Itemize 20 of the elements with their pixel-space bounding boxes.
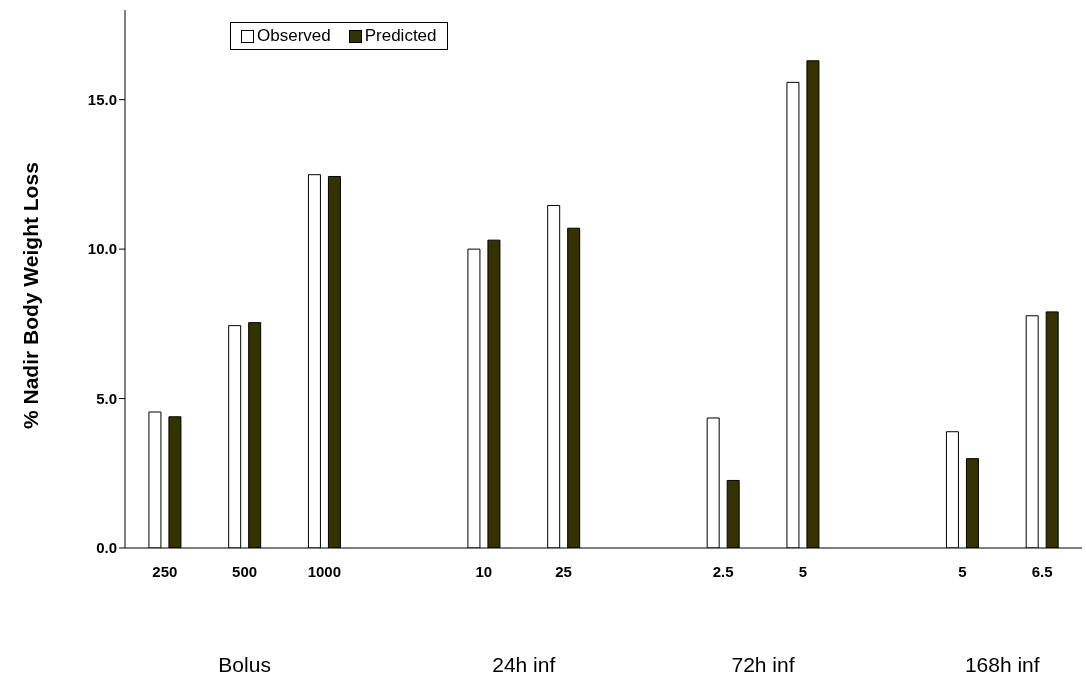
x-tick-label: 5	[958, 562, 967, 580]
x-tick-label: 2.5	[712, 562, 734, 580]
legend-label: Predicted	[363, 26, 437, 46]
y-tick-label: 15.0	[87, 90, 117, 108]
x-tick-label: 250	[152, 562, 178, 580]
y-tick-label: 10.0	[87, 240, 117, 258]
x-tick-label: 25	[555, 562, 572, 580]
y-tick-label: 5.0	[96, 389, 117, 407]
x-tick-label: 5	[798, 562, 808, 580]
text: Bolus	[217, 653, 272, 677]
y-axis-title: % Nadir Body Weight Loss	[19, 162, 43, 429]
x-tick-label: 10	[475, 562, 493, 580]
x-tick-label: 6.5	[1031, 562, 1053, 580]
y-tick-label: 0.0	[96, 539, 117, 557]
x-tick-label: 1000	[307, 562, 342, 580]
legend-label: Observed	[256, 26, 331, 46]
text: 72h inf	[730, 653, 796, 677]
text: 24h inf	[491, 653, 557, 677]
text: 168h inf	[963, 653, 1041, 677]
x-tick-label: 500	[232, 562, 258, 580]
